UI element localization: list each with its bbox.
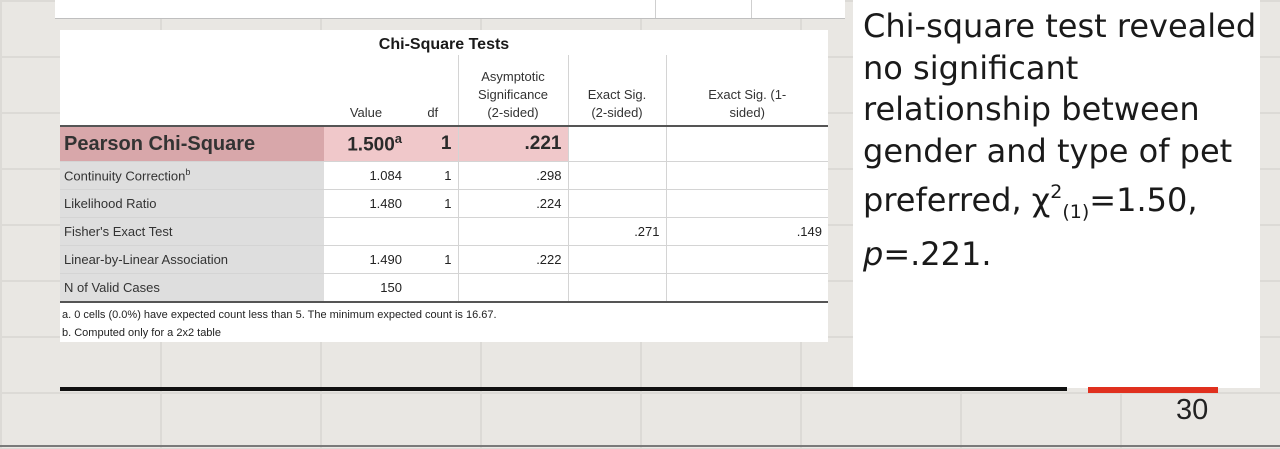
table-row-n-of-valid-cases: N of Valid Cases 150	[60, 273, 828, 303]
cell-asymptotic-significance: .298	[457, 161, 568, 190]
table-title: Chi-Square Tests	[378, 36, 510, 53]
previous-table-fragment	[55, 0, 845, 19]
header-blank	[60, 55, 324, 127]
cell-exact-2	[567, 245, 666, 274]
table-footnotes: a. 0 cells (0.0%) have expected count le…	[62, 306, 497, 342]
cell-value: 1.490	[324, 245, 408, 274]
header-exact-sig-1-sided: Exact Sig. (1- sided)	[665, 55, 828, 127]
cell-exact-2	[567, 273, 666, 303]
cell-df: 1	[408, 189, 458, 218]
cell-exact-1	[665, 161, 828, 190]
cell-value	[324, 217, 408, 246]
header-exact-sig-2-sided: Exact Sig. (2-sided)	[567, 55, 666, 127]
cell-value: 150	[324, 273, 408, 303]
bottom-border	[0, 445, 1280, 447]
header-asymptotic-significance: Asymptotic Significance (2-sided)	[457, 55, 568, 127]
cell-df	[408, 217, 458, 246]
row-label: Likelihood Ratio	[60, 189, 324, 218]
cell-exact-1	[665, 273, 828, 303]
row-label: Pearson Chi-Square	[60, 126, 324, 162]
row-label: Continuity Correctionb	[60, 161, 324, 190]
cell-df: 1	[408, 161, 458, 190]
chi-square-tests-table-panel: Chi-Square Tests Value df Asymptotic Sig…	[60, 30, 828, 342]
row-label: Fisher's Exact Test	[60, 217, 324, 246]
header-value: Value	[324, 55, 408, 127]
cell-df	[408, 273, 458, 303]
cell-exact-2	[567, 161, 666, 190]
cell-exact-2	[567, 189, 666, 218]
cell-exact-2	[567, 126, 666, 162]
table-row-pearson-chi-square: Pearson Chi-Square 1.500a 1 .221	[60, 126, 828, 162]
slide-divider-black	[60, 387, 1067, 391]
row-label: N of Valid Cases	[60, 273, 324, 303]
cell-exact-1	[665, 189, 828, 218]
cell-exact-1	[665, 245, 828, 274]
cell-value: 1.084	[324, 161, 408, 190]
table-row-linear-by-linear-association: Linear-by-Linear Association 1.490 1 .22…	[60, 245, 828, 274]
p-symbol: p	[863, 234, 884, 273]
summary-text-box: Chi-square test revealed no significant …	[853, 0, 1260, 388]
header-df: df	[408, 55, 458, 127]
table-row-continuity-correction: Continuity Correctionb 1.084 1 .298	[60, 161, 828, 190]
cell-df: 1	[408, 126, 458, 162]
summary-paragraph: Chi-square test revealed no significant …	[863, 7, 1257, 273]
cell-exact-1	[665, 126, 828, 162]
page-number: 30	[1176, 394, 1209, 426]
table-row-likelihood-ratio: Likelihood Ratio 1.480 1 .224	[60, 189, 828, 218]
header-row: Value df Asymptotic Significance (2-side…	[60, 55, 828, 127]
chi-symbol: χ	[1031, 181, 1051, 219]
cell-asymptotic-significance: .221	[457, 126, 568, 162]
cell-df: 1	[408, 245, 458, 274]
cell-exact-1: .149	[665, 217, 828, 246]
cell-asymptotic-significance: .222	[457, 245, 568, 274]
cell-value: 1.480	[324, 189, 408, 218]
column-divider	[751, 0, 752, 18]
footnote-b: b. Computed only for a 2x2 table	[62, 327, 221, 339]
footnote-a: a. 0 cells (0.0%) have expected count le…	[62, 309, 497, 321]
row-label: Linear-by-Linear Association	[60, 245, 324, 274]
cell-asymptotic-significance	[457, 217, 568, 246]
slide-divider-red	[1088, 387, 1218, 393]
cell-asymptotic-significance	[457, 273, 568, 303]
cell-asymptotic-significance: .224	[457, 189, 568, 218]
chi-square-table: Value df Asymptotic Significance (2-side…	[60, 55, 828, 303]
cell-exact-2: .271	[567, 217, 666, 246]
column-divider	[655, 0, 656, 18]
cell-value: 1.500a	[324, 126, 408, 162]
table-row-fishers-exact-test: Fisher's Exact Test .271 .149	[60, 217, 828, 246]
